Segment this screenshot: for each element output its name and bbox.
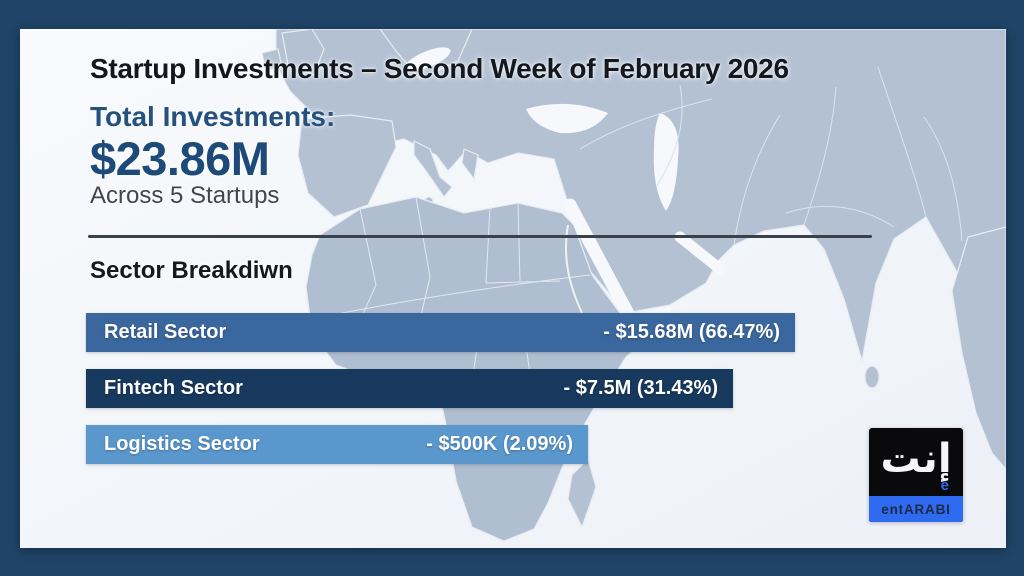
content-layer: Startup Investments – Second Week of Feb… (20, 29, 1006, 548)
divider (88, 235, 872, 238)
sector-bar-value: - $15.68M (66.47%) (603, 321, 780, 343)
sector-bar-label: Logistics Sector (104, 433, 260, 455)
sector-bar-value: - $500K (2.09%) (426, 433, 573, 455)
sector-bar-logistics: Logistics Sector - $500K (2.09%) (86, 425, 588, 464)
map-landmasses (261, 29, 1006, 542)
sector-bar-retail: Retail Sector - $15.68M (66.47%) (86, 313, 795, 352)
sector-bar-label: Retail Sector (104, 321, 227, 343)
logo-arabic-text: إنت (880, 436, 952, 482)
map-inland-seas (405, 47, 679, 211)
logo-wordmark: entARABI (881, 501, 951, 517)
page-title: Startup Investments – Second Week of Feb… (90, 53, 789, 84)
total-investments-label: Total Investments: (90, 101, 336, 132)
startup-count-subtitle: Across 5 Startups (90, 182, 280, 209)
logo-blue-band: entARABI (869, 496, 963, 522)
sector-bar-label: Fintech Sector (104, 377, 243, 399)
sector-bar-fintech: Fintech Sector - $7.5M (31.43%) (86, 369, 733, 408)
main-panel: Startup Investments – Second Week of Feb… (20, 29, 1006, 548)
sector-bar-value: - $7.5M (31.43%) (563, 377, 718, 399)
logo-black-box: إنت e (869, 428, 963, 496)
total-investments-value: $23.86M (90, 132, 270, 185)
map-borders-asia (579, 66, 963, 246)
sector-breakdown-heading: Sector Breakdiwn (90, 257, 293, 284)
entarabi-logo: إنت e entARABI (869, 428, 963, 522)
logo-subscript-e: e (940, 477, 949, 494)
